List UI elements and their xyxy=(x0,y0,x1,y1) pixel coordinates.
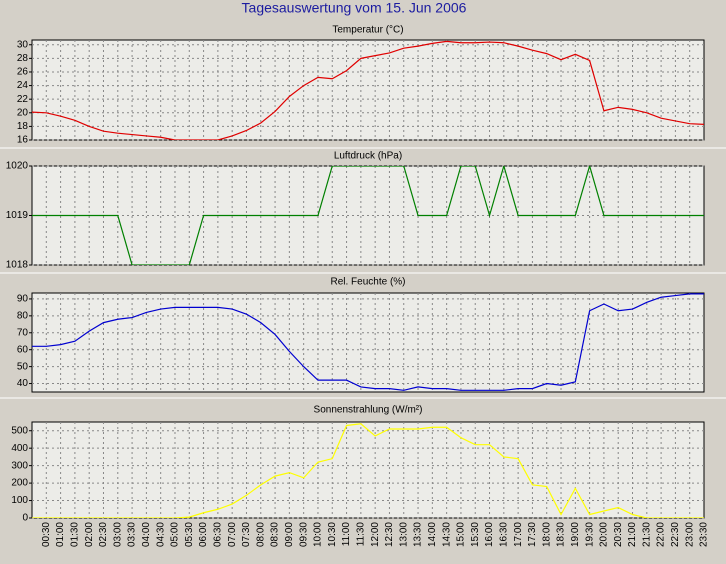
y-tick-label: 28 xyxy=(17,53,29,64)
y-tick-label: 1020 xyxy=(6,161,29,172)
plot-area xyxy=(31,292,705,393)
y-tick-label: 70 xyxy=(17,327,29,338)
y-tick-label: 20 xyxy=(17,107,29,118)
x-tick-label: 18:00 xyxy=(541,522,552,547)
x-tick-label: 21:00 xyxy=(627,522,638,547)
x-tick-label: 00:30 xyxy=(41,522,52,547)
y-tick-label: 90 xyxy=(17,294,29,305)
x-tick-label: 12:00 xyxy=(370,522,381,547)
plot-area xyxy=(31,421,705,519)
x-tick-label: 17:30 xyxy=(527,522,538,547)
x-tick-label: 08:00 xyxy=(255,522,266,547)
y-tick-label: 22 xyxy=(17,94,29,105)
x-tick-label: 10:00 xyxy=(313,522,324,547)
y-tick-label: 30 xyxy=(17,39,29,50)
x-tick-label: 21:30 xyxy=(641,522,652,547)
y-tick-label: 40 xyxy=(17,378,29,389)
y-tick-label: 24 xyxy=(17,80,29,91)
x-tick-label: 09:30 xyxy=(298,522,309,547)
x-tick-label: 20:30 xyxy=(613,522,624,547)
x-tick-label: 07:30 xyxy=(241,522,252,547)
x-tick-label: 06:30 xyxy=(213,522,224,547)
y-tick-label: 50 xyxy=(17,361,29,372)
data-line xyxy=(32,40,704,140)
x-tick-label: 02:30 xyxy=(98,522,109,547)
x-tick-label: 05:30 xyxy=(184,522,195,547)
x-tick-label: 22:30 xyxy=(670,522,681,547)
x-tick-label: 15:00 xyxy=(456,522,467,547)
data-line xyxy=(32,293,704,391)
y-tick-label: 1019 xyxy=(6,210,29,221)
x-tick-label: 03:00 xyxy=(112,522,123,547)
x-tick-label: 01:00 xyxy=(55,522,66,547)
y-tick-label: 100 xyxy=(11,495,28,506)
x-tick-label: 19:30 xyxy=(584,522,595,547)
panel-title: Temperatur (°C) xyxy=(332,25,403,36)
x-tick-label: 05:00 xyxy=(170,522,181,547)
data-line xyxy=(32,166,704,265)
x-tick-label: 23:30 xyxy=(699,522,710,547)
y-tick-label: 16 xyxy=(17,135,29,146)
x-tick-label: 09:00 xyxy=(284,522,295,547)
x-tick-label: 15:30 xyxy=(470,522,481,547)
x-tick-label: 14:00 xyxy=(427,522,438,547)
x-tick-label: 16:30 xyxy=(498,522,509,547)
x-tick-label: 10:30 xyxy=(327,522,338,547)
panel-title: Rel. Feuchte (%) xyxy=(330,277,405,288)
x-tick-label: 12:30 xyxy=(384,522,395,547)
x-tick-label: 08:30 xyxy=(270,522,281,547)
x-tick-label: 11:30 xyxy=(355,522,366,547)
page-title: Tagesauswertung vom 15. Jun 2006 xyxy=(242,0,467,16)
y-tick-label: 26 xyxy=(17,67,29,78)
y-tick-label: 300 xyxy=(11,460,28,471)
x-tick-label: 17:00 xyxy=(513,522,524,547)
y-tick-label: 400 xyxy=(11,443,28,454)
x-tick-label: 23:00 xyxy=(684,522,695,547)
x-tick-label: 22:00 xyxy=(656,522,667,547)
y-tick-label: 200 xyxy=(11,478,28,489)
y-tick-label: 80 xyxy=(17,310,29,321)
x-tick-label: 04:00 xyxy=(141,522,152,547)
panel-title: Sonnenstrahlung (W/m²) xyxy=(314,405,423,416)
y-tick-label: 500 xyxy=(11,425,28,436)
panel-title: Luftdruck (hPa) xyxy=(334,151,402,162)
x-tick-label: 11:00 xyxy=(341,522,352,547)
x-tick-label: 06:00 xyxy=(198,522,209,547)
x-tick-label: 04:30 xyxy=(155,522,166,547)
x-tick-label: 16:00 xyxy=(484,522,495,547)
plot-area xyxy=(31,39,705,141)
x-tick-label: 07:00 xyxy=(227,522,238,547)
x-tick-label: 20:00 xyxy=(599,522,610,547)
y-tick-label: 60 xyxy=(17,344,29,355)
x-tick-label: 18:30 xyxy=(556,522,567,547)
y-tick-label: 0 xyxy=(22,513,28,524)
y-tick-label: 1018 xyxy=(6,260,29,271)
y-tick-label: 18 xyxy=(17,121,29,132)
x-tick-label: 13:30 xyxy=(413,522,424,547)
data-line xyxy=(32,423,704,518)
x-tick-label: 02:00 xyxy=(84,522,95,547)
x-tick-label: 14:30 xyxy=(441,522,452,547)
x-tick-label: 01:30 xyxy=(70,522,81,547)
x-tick-label: 13:00 xyxy=(398,522,409,547)
x-tick-label: 19:00 xyxy=(570,522,581,547)
x-tick-label: 03:30 xyxy=(127,522,138,547)
